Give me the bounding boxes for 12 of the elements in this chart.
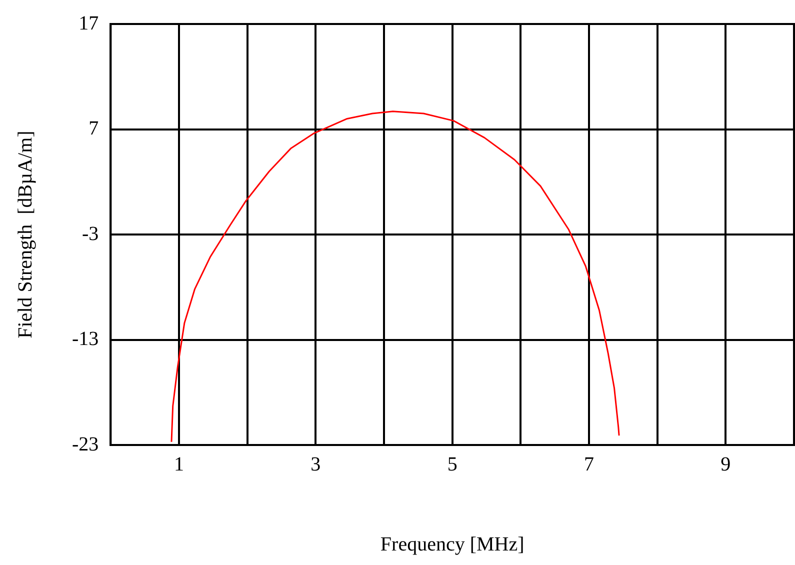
- x-tick-label: 7: [584, 453, 594, 476]
- y-tick-label: -23: [72, 433, 99, 456]
- x-axis-title: Frequency [MHz]: [380, 533, 524, 556]
- x-tick-label: 1: [174, 453, 184, 476]
- x-tick-label: 9: [720, 453, 731, 476]
- y-axis-title: Field Strength [dBµA/m]: [14, 130, 36, 338]
- y-tick-label: 7: [88, 118, 99, 140]
- y-tick-label: -13: [72, 328, 99, 350]
- x-tick-label: 3: [310, 453, 321, 476]
- y-tick-label: -3: [82, 222, 99, 245]
- x-tick-label: 5: [447, 453, 458, 476]
- y-tick-label: 17: [78, 12, 99, 34]
